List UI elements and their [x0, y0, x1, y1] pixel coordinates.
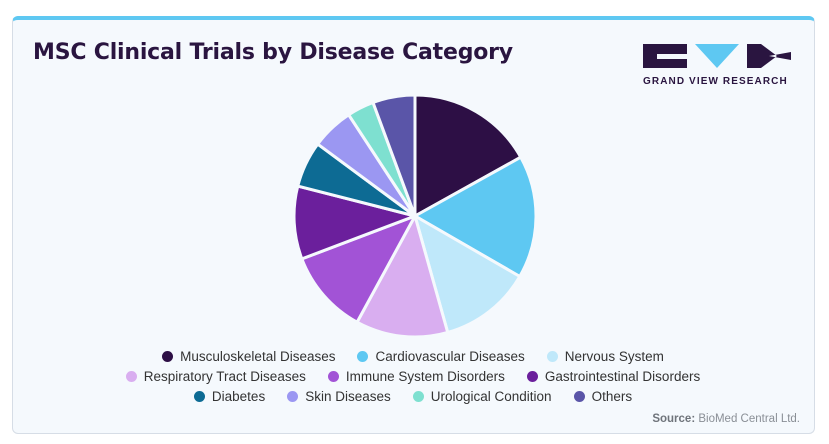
legend-swatch: [526, 370, 538, 382]
legend-label: Others: [591, 388, 633, 404]
legend-swatch: [546, 350, 558, 362]
legend-item-gastrointestinal: Gastrointestinal Disorders: [526, 368, 701, 384]
pie-chart: [292, 93, 538, 339]
chart-card: MSC Clinical Trials by Disease Category …: [12, 16, 815, 434]
logo-text: GRAND VIEW RESEARCH: [643, 76, 788, 87]
grand-view-research-logo: GRAND VIEW RESEARCH: [643, 42, 793, 92]
legend-swatch: [327, 370, 339, 382]
legend-swatch: [125, 370, 137, 382]
chart-title: MSC Clinical Trials by Disease Category: [33, 40, 513, 65]
legend-item-others: Others: [573, 388, 633, 404]
legend-swatch: [412, 390, 424, 402]
legend-item-nervous-system: Nervous System: [546, 348, 664, 364]
pie-slice-musculoskeletal-diseases: [413, 93, 523, 218]
legend-label: Gastrointestinal Disorders: [544, 368, 701, 384]
legend-swatch: [573, 390, 585, 402]
pie-slice-respiratory-tract-diseases: [355, 214, 450, 339]
legend-swatch: [357, 350, 369, 362]
pie-slice-cardiovascular-diseases: [413, 155, 538, 278]
legend-item-immune: Immune System Disorders: [327, 368, 505, 384]
legend-label: Cardiovascular Diseases: [375, 348, 525, 364]
legend-swatch: [162, 350, 174, 362]
legend-item-urological: Urological Condition: [412, 388, 552, 404]
pie-slice-immune-system-disorders: [300, 214, 417, 324]
legend-swatch: [193, 390, 205, 402]
source-note: Source: BioMed Central Ltd.: [652, 413, 800, 425]
legend-item-cardiovascular: Cardiovascular Diseases: [357, 348, 525, 364]
legend-item-musculoskeletal: Musculoskeletal Diseases: [162, 349, 335, 364]
legend-item-skin: Skin Diseases: [287, 389, 391, 404]
legend-label: Diabetes: [211, 388, 266, 404]
pie-slice-others: [371, 93, 417, 218]
legend-item-diabetes: Diabetes: [193, 388, 266, 404]
legend-label: Musculoskeletal Diseases: [180, 348, 336, 364]
source-text: BioMed Central Ltd.: [698, 413, 800, 425]
legend-row-3: Diabetes Skin Diseases Urological Condit…: [53, 386, 773, 406]
logo-mark-icon: [643, 44, 791, 68]
legend-label: Immune System Disorders: [345, 368, 505, 384]
legend-swatch: [287, 390, 299, 402]
legend-label: Respiratory Tract Diseases: [143, 368, 306, 384]
chart-legend: Musculoskeletal Diseases Cardiovascular …: [53, 346, 773, 406]
legend-label: Urological Condition: [430, 388, 552, 404]
source-label: Source:: [652, 413, 696, 425]
legend-label: Skin Diseases: [305, 388, 391, 404]
pie-slice-nervous-system: [413, 214, 522, 334]
legend-row-2: Respiratory Tract Diseases Immune System…: [53, 366, 773, 386]
legend-item-respiratory: Respiratory Tract Diseases: [125, 368, 306, 384]
legend-row-1: Musculoskeletal Diseases Cardiovascular …: [53, 346, 773, 366]
legend-label: Nervous System: [564, 348, 664, 364]
